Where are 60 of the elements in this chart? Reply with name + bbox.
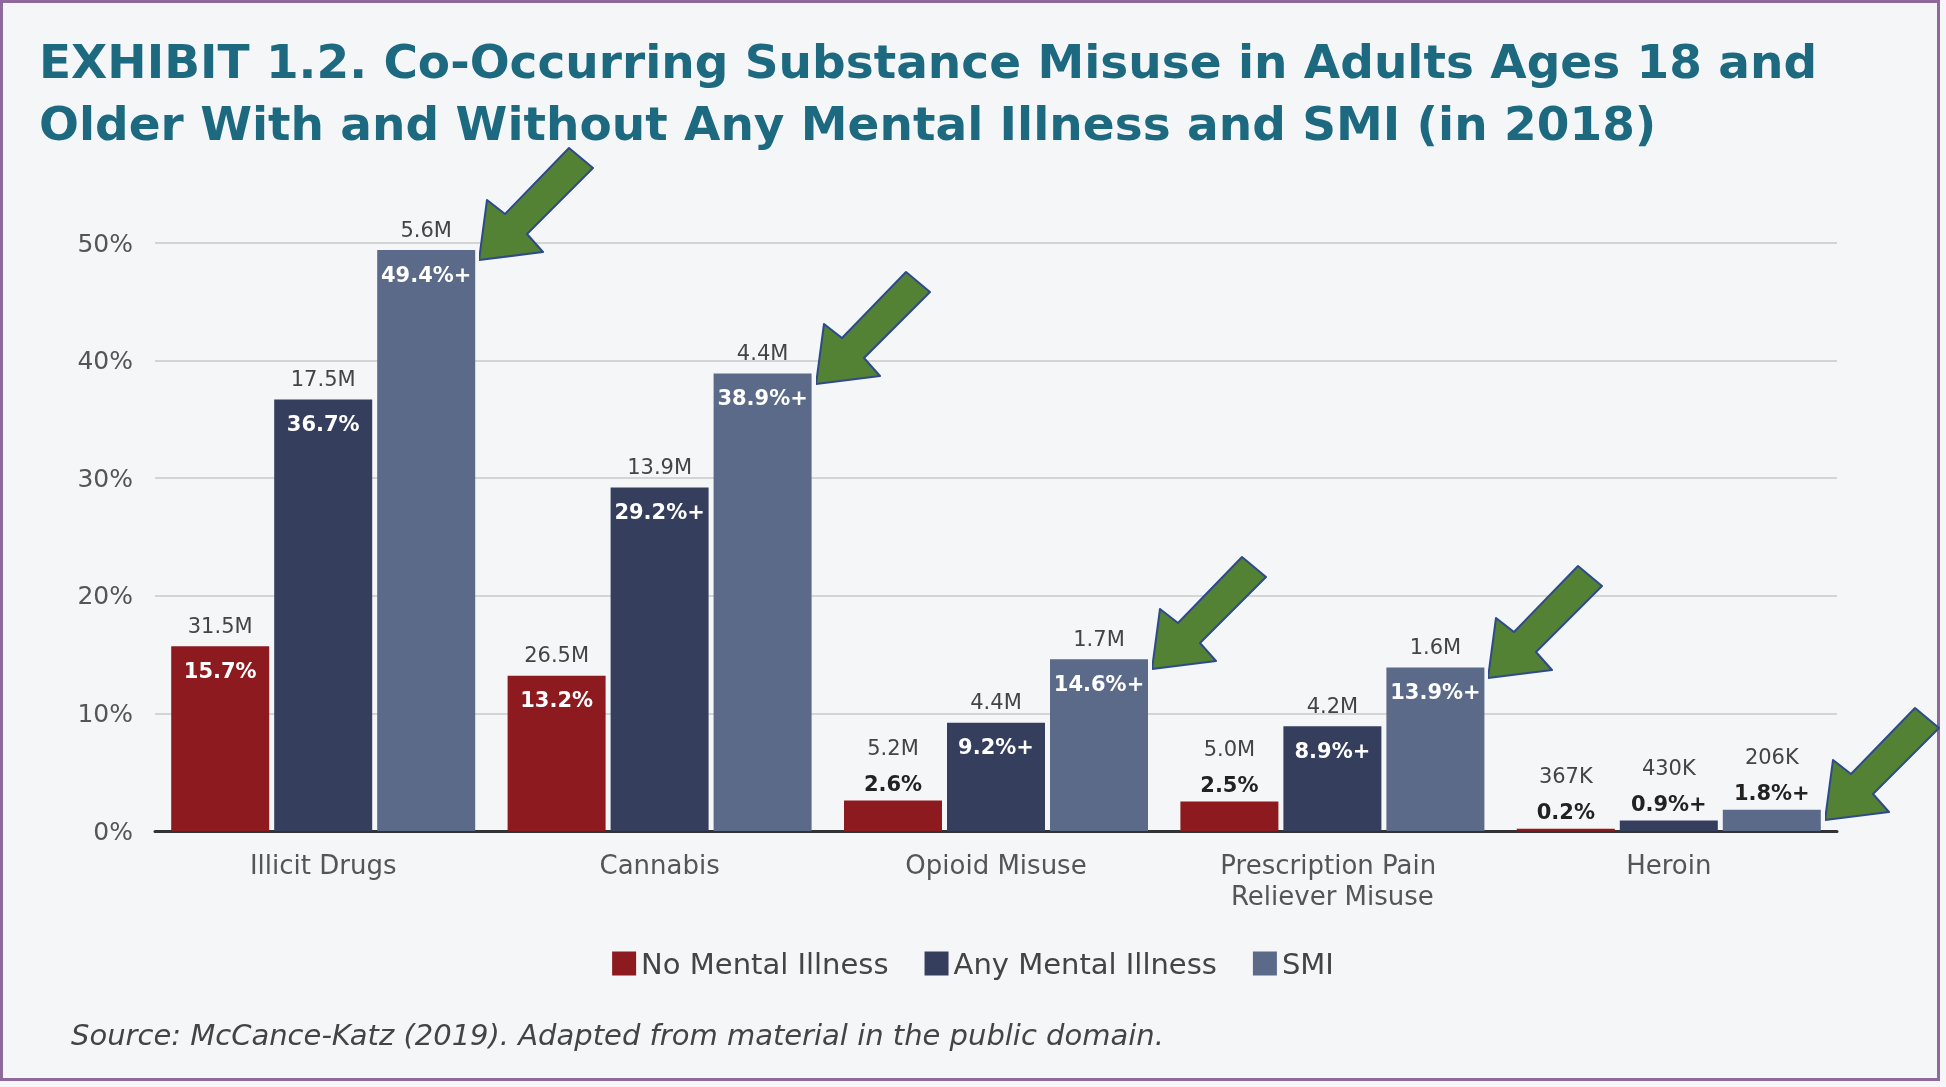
bar [844,800,942,831]
x-tick-label: Illicit Drugs [249,849,397,880]
text: 5.6M [400,217,452,242]
y-tick-label: 30% [77,463,133,493]
annotation: 13.9M [627,455,693,480]
bar [507,675,606,831]
bar [1619,820,1718,831]
annotation: 26.5M [524,643,590,668]
x-tick-label: Opioid Misuse [905,849,1087,880]
data-label: 14.6%+ [1053,671,1145,696]
annotation: 1.6M [1409,635,1462,660]
annotation: 31.5M [187,613,253,638]
y-tick-label: 40% [77,346,133,376]
legend-label: Any Mental Illness [953,946,1217,981]
data-label: 9.2%+ [958,735,1034,760]
data-label: 38.9%+ [717,386,808,411]
data-label: 1.8%+ [1733,781,1810,806]
bar [610,487,709,831]
source-note: Source: McCance-Katz (2019). Adapted from material in the public domain. [71,1018,1164,1052]
annotation: 17.5M [290,366,356,391]
annotation: 4.4M [970,690,1022,715]
data-label: 49.4%+ [380,262,472,287]
data-label: 0.9%+ [1630,791,1707,816]
annotation: 367K [1538,764,1594,789]
annotation: 430K [1641,755,1697,780]
data-label: 13.2% [520,688,594,713]
y-tick-label: 0% [93,816,133,846]
bar [713,373,812,831]
y-tick-label: 50% [77,228,133,258]
bar [1386,667,1485,831]
chart-title: EXHIBIT 1.2. Co-Occurring Substance Misuse in Adults Ages 18 and Older With and Without Any Mental Illness and SMI (in 2018) [39,33,1819,153]
bar [377,250,476,831]
bar [274,399,373,831]
bar [171,646,270,831]
annotation: 206K [1744,745,1800,770]
data-label: 8.9%+ [1294,738,1371,763]
y-tick-label: 10% [77,698,133,728]
legend-label: No Mental Illness [641,946,889,981]
x-tick-label: Prescription Pain Reliever Misuse [1220,849,1445,911]
data-label: 36.7% [286,411,360,436]
data-label: 2.5% [1200,773,1259,798]
legend-label: SMI [1281,946,1334,981]
annotation: 5.0M [1203,737,1256,762]
data-label: 29.2%+ [614,500,705,525]
bar [947,722,1045,831]
data-label: 15.7% [183,658,257,683]
annotation: 4.4M [736,341,789,366]
data-label: 13.9%+ [1390,680,1481,705]
bar [1283,726,1382,831]
x-tick-label: Heroin [1626,849,1712,880]
bar [1050,659,1148,831]
annotation: 1.7M [1073,626,1125,651]
data-label: 2.6% [863,771,923,796]
data-label: 0.2% [1536,800,1595,825]
annotation: 5.2M [867,735,919,760]
y-tick-label: 20% [77,581,133,611]
bar [1722,809,1821,831]
x-tick-label: Cannabis [599,849,720,880]
bar [1180,801,1279,831]
annotation: 4.2M [1306,693,1359,718]
